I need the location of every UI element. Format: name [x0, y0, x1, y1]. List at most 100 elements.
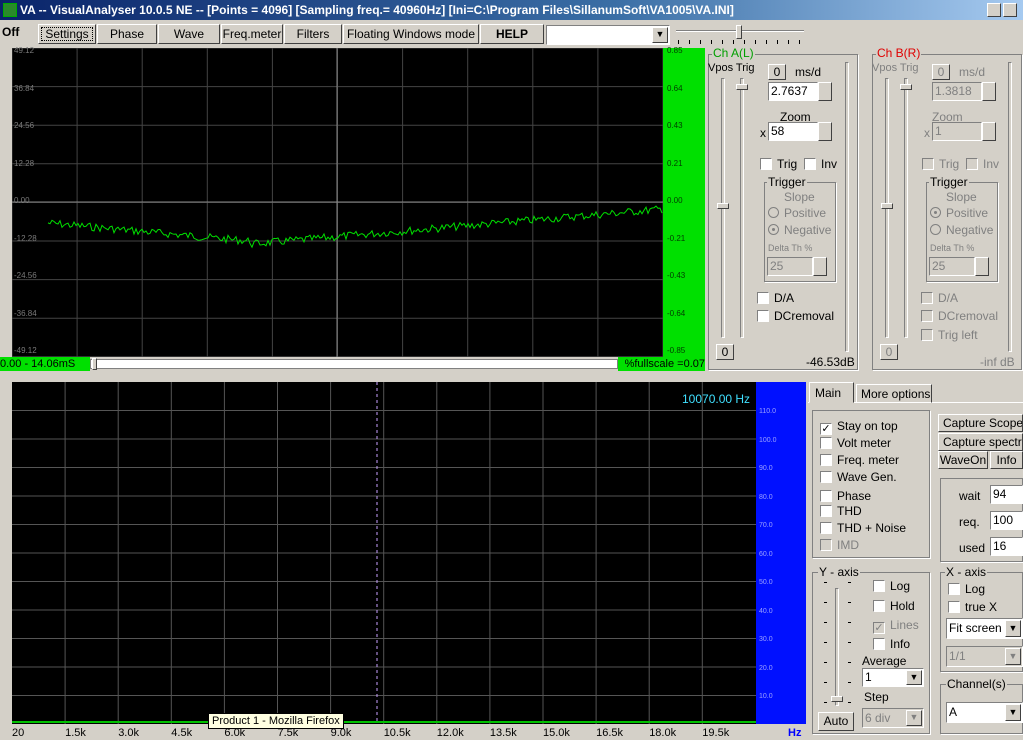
fit-screen-dropdown-icon[interactable]: ▼	[1005, 620, 1021, 637]
vpos-trig-label: Vpos Trig	[708, 62, 755, 74]
capture-scope-button[interactable]: Capture Scope	[938, 414, 1023, 432]
positive-radio-b[interactable]: Positive	[930, 206, 988, 220]
thd-checkbox[interactable]: THD	[820, 504, 862, 518]
scope-right-tick: 0.21	[667, 158, 683, 168]
da-checkbox-a[interactable]: D/A	[757, 291, 794, 305]
bottom-zero-button-b[interactable]: 0	[880, 344, 898, 360]
bottom-zero-button-a[interactable]: 0	[716, 344, 734, 360]
vpos-thumb-a[interactable]	[717, 203, 729, 209]
zero-button-a[interactable]: 0	[768, 64, 786, 80]
delta-spinner-a[interactable]	[813, 257, 827, 276]
y-axis-slider[interactable]	[835, 588, 839, 706]
ratio-dropdown-icon[interactable]: ▼	[1005, 648, 1021, 665]
chevron-down-icon[interactable]: ▼	[652, 27, 668, 43]
average-dropdown-icon[interactable]: ▼	[906, 670, 922, 685]
freq-meter-button[interactable]: Freq.meter	[221, 24, 283, 44]
minimize-icon[interactable]	[987, 3, 1001, 17]
dcremoval-checkbox-a[interactable]: DCremoval	[757, 309, 834, 323]
channel-a-group	[708, 54, 858, 370]
msd-input-a[interactable]: 2.7637	[768, 82, 818, 101]
maximize-icon[interactable]	[1003, 3, 1017, 17]
delta-input-a[interactable]: 25	[767, 257, 813, 276]
stay-on-top-checkbox[interactable]: ✓ Stay on top	[820, 419, 898, 435]
tab-more-options[interactable]: More options	[856, 384, 932, 403]
volt-meter-checkbox[interactable]: Volt meter	[820, 436, 891, 450]
zoom-input-b[interactable]: 1	[932, 122, 982, 141]
info-button[interactable]: Info	[990, 451, 1023, 469]
db-tick: 10.0	[759, 693, 773, 700]
phase-checkbox[interactable]: Phase	[820, 489, 871, 503]
vpos-thumb-b[interactable]	[881, 203, 893, 209]
y-axis-title: Y - axis	[818, 565, 860, 579]
scope-grid	[11, 47, 664, 358]
msd-input-b[interactable]: 1.3818	[932, 82, 982, 101]
trig-thumb-b[interactable]	[900, 84, 912, 90]
y-log-checkbox[interactable]: Log	[873, 579, 910, 593]
spectrum-x-tick: 15.0k	[543, 727, 570, 739]
true-x-checkbox[interactable]: true X	[948, 600, 997, 614]
settings-button[interactable]: Settings	[38, 24, 96, 44]
scope-y-tick: 49.12	[14, 46, 35, 55]
trig-slider-b[interactable]	[904, 78, 908, 338]
floating-windows-button[interactable]: Floating Windows mode	[343, 24, 479, 44]
msd-spinner-b[interactable]	[982, 82, 996, 101]
scope-right-tick: -0.85	[667, 346, 686, 355]
wave-gen-checkbox[interactable]: Wave Gen.	[820, 470, 897, 484]
scope-scrollbar[interactable]	[90, 359, 618, 369]
x-log-checkbox[interactable]: Log	[948, 582, 985, 596]
capture-spectrum-button[interactable]: Capture spectrum	[938, 433, 1023, 451]
step-dropdown-icon[interactable]: ▼	[906, 710, 922, 726]
channels-title: Channel(s)	[946, 677, 1007, 691]
da-checkbox-b[interactable]: D/A	[921, 291, 958, 305]
trig-slider-a[interactable]	[740, 78, 744, 338]
positive-radio-a[interactable]: Positive	[768, 206, 826, 220]
y-info-checkbox[interactable]: Info	[873, 637, 910, 651]
used-label: used	[959, 541, 986, 555]
average-label: Average	[862, 654, 907, 668]
auto-button[interactable]: Auto	[818, 712, 854, 731]
zoom-spinner-b[interactable]	[982, 122, 996, 141]
phase-button[interactable]: Phase	[97, 24, 157, 44]
off-label[interactable]: Off	[2, 25, 20, 39]
imd-checkbox[interactable]: IMD	[820, 538, 859, 552]
zoom-spinner-a[interactable]	[818, 122, 832, 141]
waveon-button[interactable]: WaveOn	[938, 451, 988, 469]
y-axis-slider-thumb[interactable]	[831, 696, 843, 702]
toolbar-slider-thumb[interactable]	[736, 25, 742, 39]
freq-meter-checkbox[interactable]: Freq. meter	[820, 453, 899, 467]
fit-screen-select[interactable]: Fit screen	[946, 618, 1023, 639]
lines-checkbox[interactable]: ✓ Lines	[873, 618, 919, 634]
dcremoval-checkbox-b[interactable]: DCremoval	[921, 309, 998, 323]
scope-scrollbar-thumb[interactable]	[92, 358, 97, 370]
scope-y-tick: -12.28	[14, 233, 37, 243]
help-button[interactable]: HELP	[480, 24, 544, 44]
inv-checkbox-a[interactable]: Inv	[804, 157, 837, 171]
zero-button-b[interactable]: 0	[932, 64, 950, 80]
trig-checkbox-a[interactable]: Trig	[760, 157, 797, 171]
msd-spinner-a[interactable]	[818, 82, 832, 101]
negative-radio-a[interactable]: Negative	[768, 223, 831, 237]
toolbar-combo[interactable]	[546, 25, 670, 45]
trigleft-checkbox-b[interactable]: Trig left	[921, 328, 978, 342]
filters-button[interactable]: Filters	[284, 24, 342, 44]
zoom-input-a[interactable]: 58	[768, 122, 818, 141]
trig-thumb-a[interactable]	[736, 84, 748, 90]
channels-dropdown-icon[interactable]: ▼	[1005, 704, 1021, 721]
spectrum-x-tick: 16.5k	[596, 727, 624, 739]
db-tick: 40.0	[759, 607, 773, 615]
thd-noise-checkbox[interactable]: THD + Noise	[820, 521, 906, 535]
ratio-select[interactable]: 1/1	[946, 646, 1023, 667]
delta-input-b[interactable]: 25	[929, 257, 975, 276]
hold-checkbox[interactable]: Hold	[873, 599, 915, 613]
trig-checkbox-b[interactable]: Trig	[922, 157, 959, 171]
delta-spinner-b[interactable]	[975, 257, 989, 276]
spectrum-x-tick: 4.5k	[171, 727, 193, 739]
negative-radio-b[interactable]: Negative	[930, 223, 993, 237]
wave-button[interactable]: Wave	[158, 24, 220, 44]
tab-panel	[808, 402, 1023, 738]
tab-main[interactable]: Main	[809, 382, 854, 403]
inv-checkbox-b[interactable]: Inv	[966, 157, 999, 171]
x-axis-title: X - axis	[945, 565, 988, 579]
app-icon	[3, 3, 17, 17]
db-tick: 70.0	[759, 522, 773, 529]
